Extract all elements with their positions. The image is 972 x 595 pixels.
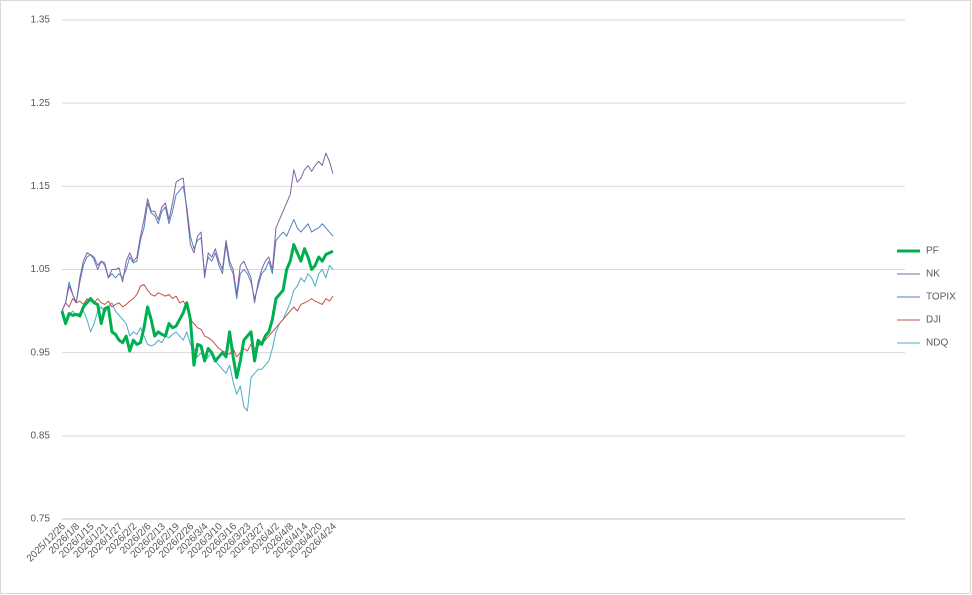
- legend-label: NDQ: [926, 338, 948, 349]
- legend-label: PF: [926, 246, 939, 257]
- y-tick-label: 1.25: [31, 98, 51, 109]
- legend-label: DJI: [926, 315, 941, 326]
- y-tick-label: 0.75: [31, 514, 51, 525]
- series-line: [61, 152, 334, 312]
- series-line: [60, 243, 334, 380]
- y-tick-label: 1.35: [31, 15, 51, 26]
- y-tick-label: 0.95: [31, 347, 51, 358]
- y-tick-label: 1.15: [31, 181, 51, 192]
- legend-label: NK: [926, 269, 940, 280]
- legend-label: TOPIX: [926, 292, 956, 303]
- y-tick-label: 0.85: [31, 430, 51, 441]
- series-line: [61, 283, 334, 358]
- y-tick-label: 1.05: [31, 264, 51, 275]
